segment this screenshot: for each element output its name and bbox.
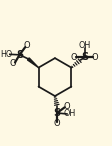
- Text: OH: OH: [64, 110, 76, 119]
- Text: O: O: [92, 53, 99, 62]
- Text: OH: OH: [79, 41, 91, 50]
- Text: O: O: [71, 53, 77, 62]
- Text: O: O: [10, 59, 16, 68]
- Text: S: S: [16, 50, 23, 60]
- Text: O: O: [24, 41, 30, 50]
- Text: O: O: [63, 102, 70, 111]
- Text: S: S: [81, 52, 88, 62]
- Text: HO: HO: [0, 50, 13, 59]
- Text: O: O: [54, 119, 60, 128]
- Polygon shape: [27, 58, 39, 68]
- Text: S: S: [53, 108, 61, 118]
